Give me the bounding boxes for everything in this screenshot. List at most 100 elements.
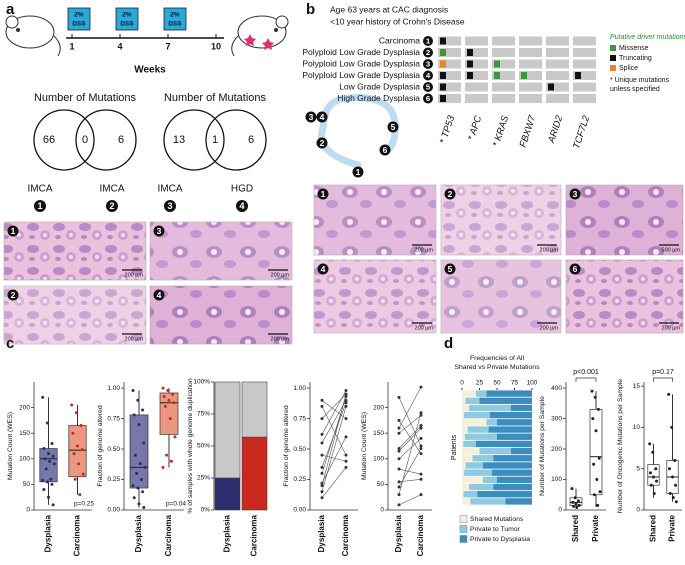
venn-circle <box>33 109 95 171</box>
x-tick-label: 100 <box>527 380 538 387</box>
data-point <box>41 395 45 399</box>
chart-title: Shared vs Private Mutations <box>454 364 540 371</box>
pair-line <box>398 438 422 460</box>
header-text: <10 year history of Crohn's Disease <box>330 16 465 26</box>
y-tick-label: 10 <box>633 424 641 431</box>
data-point <box>670 425 674 429</box>
bar-segment <box>493 483 532 491</box>
data-point <box>51 503 55 507</box>
data-point <box>671 475 674 479</box>
box <box>647 464 660 486</box>
sample-name: Polyploid Low Grade Dysplasia <box>302 47 420 57</box>
x-tick-label: 75 <box>511 380 519 387</box>
p-value: p=0.04 <box>166 501 186 508</box>
sample-badge <box>7 225 19 237</box>
data-point <box>320 490 324 494</box>
y-axis-label: Patients <box>451 434 458 460</box>
gene-cell <box>546 59 569 69</box>
data-point <box>591 417 595 421</box>
gene-cell <box>465 48 488 57</box>
data-point <box>673 458 677 462</box>
data-point <box>590 389 594 393</box>
data-point <box>320 441 324 445</box>
data-point <box>397 449 401 453</box>
category-label: Carcinoma <box>73 514 82 556</box>
histology-shade <box>566 185 683 255</box>
p-value: p=0.25 <box>74 501 94 508</box>
week-label: 4 <box>117 41 122 51</box>
sample-badge <box>236 200 248 212</box>
data-point <box>173 435 177 439</box>
mutation-mark <box>575 72 581 79</box>
x-axis-label: Weeks <box>134 65 166 76</box>
legend-swatch <box>459 535 468 543</box>
data-point <box>320 432 324 436</box>
data-point <box>344 465 348 469</box>
gene-cell <box>492 48 515 57</box>
dss-text: 2% <box>122 12 132 19</box>
data-point <box>654 467 658 471</box>
header-text: Age 63 years at CAC diagnosis <box>330 4 448 14</box>
data-point <box>592 462 596 466</box>
pair-line <box>321 400 347 444</box>
pair-line <box>398 425 422 449</box>
data-point <box>78 493 82 497</box>
gene-cell <box>492 82 515 92</box>
sample-badge <box>352 166 364 178</box>
x-tick-label: 50 <box>493 380 501 387</box>
bar-segment <box>511 404 532 412</box>
category-label: Dysplasia <box>394 514 403 552</box>
y-tick-label: 50% <box>197 443 210 450</box>
bar-segment <box>462 426 468 433</box>
data-point <box>344 417 348 421</box>
sample-number: 2 <box>448 189 453 199</box>
bar-segment <box>479 397 532 404</box>
data-point <box>320 417 324 421</box>
scale-label: 200 µm <box>415 325 434 331</box>
gene-cell <box>465 82 488 92</box>
mutation-mark <box>440 49 446 56</box>
bar-segment <box>483 476 497 484</box>
data-point <box>73 477 77 481</box>
gene-cell <box>546 94 569 103</box>
dss-text: 2% <box>74 12 84 19</box>
venn-count: 0 <box>82 134 88 146</box>
bar-segment <box>477 491 532 498</box>
data-point <box>135 471 139 475</box>
category-label: Dysplasia <box>134 514 143 552</box>
bar-segment <box>469 483 494 491</box>
data-point <box>77 462 81 466</box>
histology-image <box>440 259 562 334</box>
gene-cell <box>465 36 488 46</box>
pair-line <box>398 412 422 495</box>
sample-badge <box>316 111 328 123</box>
bar-segment <box>462 455 473 462</box>
legend-label: Splice <box>619 65 638 72</box>
data-point <box>652 491 656 495</box>
y-tick-label: 75% <box>197 411 210 418</box>
legend-label: Private to Tumor <box>470 526 521 533</box>
histology-image <box>440 184 562 256</box>
legend-title: Putative driver mutations <box>610 34 685 41</box>
sample-name: Carcinoma <box>379 35 420 45</box>
y-tick-label: 0.50 <box>293 446 306 453</box>
sample-badge <box>153 289 165 301</box>
data-point <box>655 479 659 483</box>
data-point <box>397 426 401 430</box>
bar-segment <box>467 426 489 433</box>
bar-segment <box>488 426 532 433</box>
data-point <box>142 441 146 445</box>
bar-segment <box>464 411 490 419</box>
bar-segment <box>462 397 466 404</box>
y-tick-label: 0.25 <box>293 476 306 483</box>
sample-number: 2 <box>426 48 430 57</box>
bar-segment <box>497 419 532 426</box>
bar-segment <box>462 433 465 440</box>
sample-number: 6 <box>573 264 578 274</box>
data-point <box>45 421 49 425</box>
y-tick-label: 150 <box>19 430 30 437</box>
bar-segment <box>472 455 494 462</box>
data-point <box>139 478 143 482</box>
y-tick-label: 0.00 <box>107 507 120 514</box>
histology-image <box>565 259 684 334</box>
